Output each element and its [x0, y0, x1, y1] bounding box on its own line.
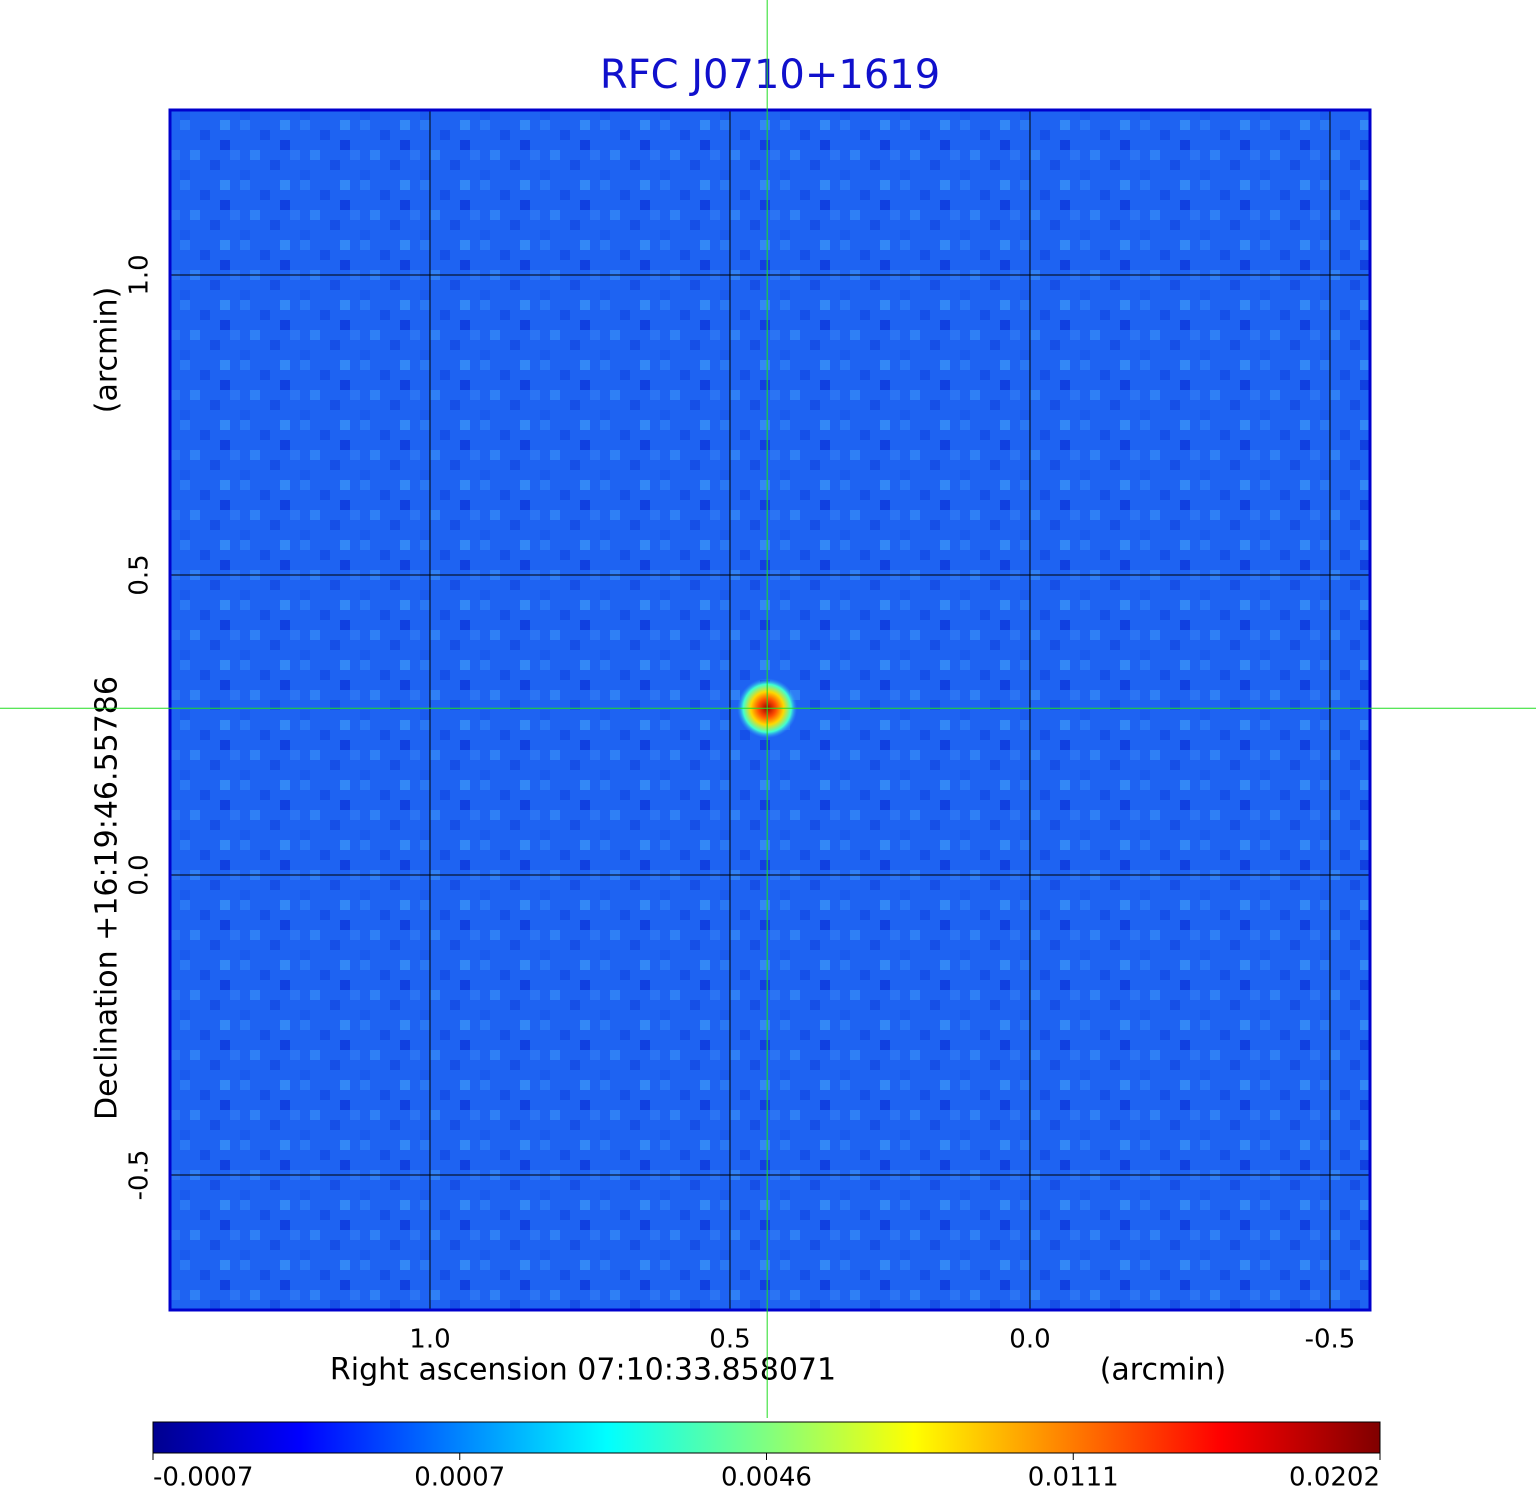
x-axis-label: Right ascension 07:10:33.858071 [330, 1353, 836, 1388]
x-axis-unit: (arcmin) [1100, 1353, 1227, 1388]
x-tick-label: 1.0 [409, 1325, 450, 1355]
y-tick-label: 0.5 [125, 554, 155, 595]
colorbar-tick-label: 0.0111 [1028, 1463, 1119, 1493]
y-axis-unit: (arcmin) [90, 287, 125, 414]
colorbar [152, 1421, 1381, 1454]
colorbar-tick-label: 0.0046 [721, 1463, 812, 1493]
colorbar-tick-label: -0.0007 [153, 1463, 253, 1493]
plot-frame [168, 108, 1372, 1312]
y-tick-label: -0.5 [125, 1150, 155, 1201]
chart-title: RFC J0710+1619 [600, 52, 940, 98]
colorbar-tick-label: 0.0202 [1289, 1463, 1380, 1493]
x-tick-label: -0.5 [1305, 1325, 1356, 1355]
y-tick-label: 0.0 [125, 854, 155, 895]
y-tick-label: 1.0 [125, 254, 155, 295]
colorbar-tick-label: 0.0007 [414, 1463, 505, 1493]
x-tick-label: 0.0 [1009, 1325, 1050, 1355]
y-axis-label: Declination +16:19:46.55786 [90, 676, 125, 1120]
x-tick-label: 0.5 [709, 1325, 750, 1355]
